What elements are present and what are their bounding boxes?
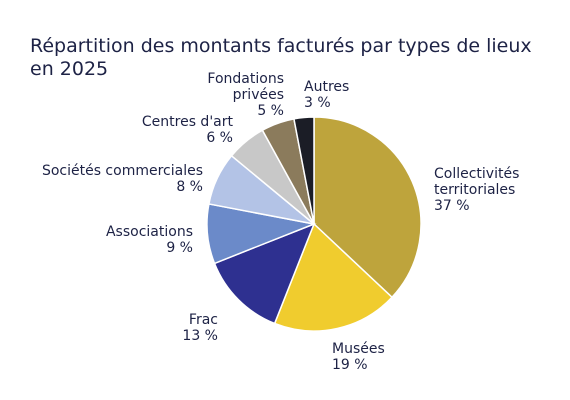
chart-title: Répartition des montants facturés par ty… <box>30 35 538 80</box>
slice-name-0-0: Collectivités <box>434 166 519 182</box>
pie-slice-7 <box>293 116 315 225</box>
slice-name-6-1: privées <box>233 87 284 103</box>
slice-name-1-0: Musées <box>332 341 385 357</box>
slice-label-4: Sociétés commerciales 8 % <box>42 163 203 195</box>
slice-label-7: Autres 3 % <box>304 79 349 111</box>
slice-name-3-0: Associations <box>106 224 193 240</box>
slice-label-6: Fondations privées 5 % <box>207 71 284 119</box>
slice-value-0: 37 % <box>434 198 470 214</box>
chart-title-line-1: Répartition des montants facturés par ty… <box>30 35 532 57</box>
chart-title-line-2: en 2025 <box>30 58 108 80</box>
pie-labels: Collectivités territoriales 37 % Musées 19 %… <box>42 71 519 373</box>
slice-name-4-0: Sociétés commerciales <box>42 163 203 179</box>
pie-slice-0 <box>313 116 422 299</box>
slice-value-6: 5 % <box>257 103 284 119</box>
slice-label-2: Frac 13 % <box>182 312 218 344</box>
slice-value-3: 9 % <box>166 240 193 256</box>
slice-name-0-1: territoriales <box>434 182 515 198</box>
slice-label-5: Centres d'art 6 % <box>142 114 234 146</box>
slice-value-4: 8 % <box>176 179 203 195</box>
slice-name-5-0: Centres d'art <box>142 114 234 130</box>
slice-name-7-0: Autres <box>304 79 349 95</box>
pie-slice-2 <box>213 222 316 325</box>
slice-value-1: 19 % <box>332 357 368 373</box>
slice-name-6-0: Fondations <box>207 71 284 87</box>
slice-label-0: Collectivités territoriales 37 % <box>434 166 519 214</box>
slice-name-2-0: Frac <box>189 312 218 328</box>
slice-label-1: Musées 19 % <box>332 341 385 373</box>
pie-slices <box>206 116 422 332</box>
slice-value-2: 13 % <box>182 328 218 344</box>
slice-value-5: 6 % <box>206 130 233 146</box>
slice-value-7: 3 % <box>304 95 331 111</box>
slice-label-3: Associations 9 % <box>106 224 193 256</box>
